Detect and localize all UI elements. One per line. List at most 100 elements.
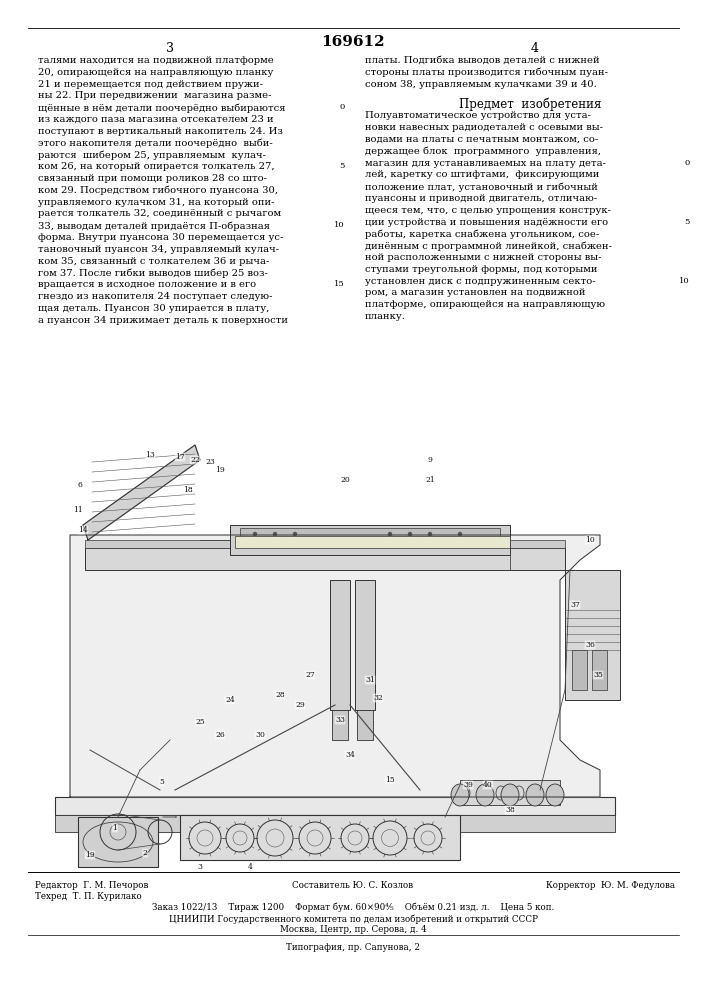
- Text: 25: 25: [195, 718, 205, 726]
- Text: Составитель Ю. С. Козлов: Составитель Ю. С. Козлов: [293, 881, 414, 890]
- Polygon shape: [83, 445, 200, 540]
- Bar: [460, 780, 560, 805]
- Text: форма. Внутри пуансона 30 перемещается ус-: форма. Внутри пуансона 30 перемещается у…: [38, 233, 284, 242]
- Text: 11: 11: [73, 506, 83, 514]
- Text: 0: 0: [340, 103, 345, 111]
- Text: 10: 10: [679, 277, 690, 285]
- Circle shape: [388, 532, 392, 536]
- Text: платы. Подгибка выводов деталей с нижней: платы. Подгибка выводов деталей с нижней: [365, 56, 600, 65]
- Text: Москва, Центр, пр. Серова, д. 4: Москва, Центр, пр. Серова, д. 4: [280, 925, 426, 934]
- Bar: [235, 536, 510, 548]
- Bar: [55, 815, 615, 832]
- Text: Полуавтоматическое устройство для уста-: Полуавтоматическое устройство для уста-: [365, 111, 591, 120]
- Text: 23: 23: [205, 458, 215, 466]
- Bar: [572, 650, 587, 690]
- Circle shape: [293, 532, 297, 536]
- Bar: [332, 710, 348, 740]
- Text: 39: 39: [463, 781, 473, 789]
- Text: гнездо из накопителя 24 поступает следую-: гнездо из накопителя 24 поступает следую…: [38, 292, 272, 301]
- Text: 27: 27: [305, 671, 315, 679]
- Bar: [230, 525, 510, 555]
- Text: вращается в исходное положение и в его: вращается в исходное положение и в его: [38, 280, 256, 289]
- Text: тановочный пуансон 34, управляемый кулач-: тановочный пуансон 34, управляемый кулач…: [38, 245, 279, 254]
- Text: 29: 29: [295, 701, 305, 709]
- Text: щая деталь. Пуансон 30 упирается в плату,: щая деталь. Пуансон 30 упирается в плату…: [38, 304, 269, 313]
- Text: водами на платы с печатным монтажом, со-: водами на платы с печатным монтажом, со-: [365, 135, 598, 144]
- Text: 10: 10: [585, 536, 595, 544]
- Text: держащее блок  программного  управления,: держащее блок программного управления,: [365, 147, 601, 156]
- Text: 26: 26: [215, 731, 225, 739]
- Text: 19: 19: [85, 851, 95, 859]
- Text: 2: 2: [143, 849, 148, 857]
- Text: 1: 1: [112, 824, 117, 832]
- Circle shape: [253, 532, 257, 536]
- Text: 3: 3: [166, 42, 174, 55]
- Text: щееся тем, что, с целью упрощения конструк-: щееся тем, что, с целью упрощения констр…: [365, 206, 611, 215]
- Ellipse shape: [546, 784, 564, 806]
- Text: 5: 5: [684, 218, 690, 226]
- Text: 10: 10: [334, 221, 345, 229]
- Text: 38: 38: [505, 806, 515, 814]
- Text: 28: 28: [275, 691, 285, 699]
- Text: соном 38, управляемым кулачками 39 и 40.: соном 38, управляемым кулачками 39 и 40.: [365, 80, 597, 89]
- Text: раются  шибером 25, управляемым  кулач-: раются шибером 25, управляемым кулач-: [38, 150, 266, 160]
- Text: 4: 4: [247, 863, 252, 871]
- Bar: [565, 570, 620, 700]
- Text: 32: 32: [373, 694, 383, 702]
- Text: 0: 0: [685, 159, 690, 167]
- Circle shape: [458, 532, 462, 536]
- Bar: [240, 528, 500, 540]
- Text: ступами треугольной формы, под которыми: ступами треугольной формы, под которыми: [365, 265, 597, 274]
- Ellipse shape: [451, 784, 469, 806]
- Text: 24: 24: [225, 696, 235, 704]
- Text: этого накопителя детали поочерёдно  выби-: этого накопителя детали поочерёдно выби-: [38, 139, 273, 148]
- Bar: [592, 650, 607, 690]
- Text: гом 37. После гибки выводов шибер 25 воз-: гом 37. После гибки выводов шибер 25 воз…: [38, 268, 268, 278]
- Text: 34: 34: [345, 751, 355, 759]
- Text: Типография, пр. Сапунова, 2: Типография, пр. Сапунова, 2: [286, 943, 420, 952]
- Text: ной расположенными с нижней стороны вы-: ной расположенными с нижней стороны вы-: [365, 253, 602, 262]
- Text: 14: 14: [78, 526, 88, 534]
- Text: управляемого кулачком 31, на который опи-: управляемого кулачком 31, на который опи…: [38, 198, 274, 207]
- Text: 169612: 169612: [321, 35, 385, 49]
- Text: 35: 35: [593, 671, 603, 679]
- Text: Редактор  Г. М. Печоров: Редактор Г. М. Печоров: [35, 881, 148, 890]
- Text: 15: 15: [385, 776, 395, 784]
- Text: лей, каретку со штифтами,  фиксирующими: лей, каретку со штифтами, фиксирующими: [365, 170, 600, 179]
- Text: планку.: планку.: [365, 312, 406, 321]
- Text: а пуансон 34 прижимает деталь к поверхности: а пуансон 34 прижимает деталь к поверхно…: [38, 316, 288, 325]
- Text: Корректор  Ю. М. Федулова: Корректор Ю. М. Федулова: [546, 881, 675, 890]
- Text: платформе, опирающейся на направляющую: платформе, опирающейся на направляющую: [365, 300, 605, 309]
- Text: 33, выводам деталей придаётся П-образная: 33, выводам деталей придаётся П-образная: [38, 221, 270, 231]
- Text: динённым с программной линейкой, снабжен-: динённым с программной линейкой, снабжен…: [365, 241, 612, 251]
- Text: 15: 15: [334, 280, 345, 288]
- Text: ком 35, связанный с толкателем 36 и рыча-: ком 35, связанный с толкателем 36 и рыча…: [38, 257, 269, 266]
- Circle shape: [428, 532, 432, 536]
- Text: 20, опирающейся на направляющую планку: 20, опирающейся на направляющую планку: [38, 68, 274, 77]
- Text: ром, а магазин установлен на подвижной: ром, а магазин установлен на подвижной: [365, 288, 585, 297]
- Circle shape: [408, 532, 412, 536]
- Text: 18: 18: [183, 486, 193, 494]
- Text: 5: 5: [160, 778, 165, 786]
- Text: рается толкатель 32, соединённый с рычагом: рается толкатель 32, соединённый с рычаг…: [38, 209, 281, 218]
- Polygon shape: [70, 535, 600, 797]
- Text: 31: 31: [365, 676, 375, 684]
- Text: положение плат, установочный и гибочный: положение плат, установочный и гибочный: [365, 182, 598, 192]
- Text: щённые в нём детали поочерёдно выбираются: щённые в нём детали поочерёдно выбираютс…: [38, 103, 286, 113]
- Text: ции устройства и повышения надёжности его: ции устройства и повышения надёжности ег…: [365, 218, 608, 227]
- Ellipse shape: [526, 784, 544, 806]
- Bar: [180, 815, 460, 860]
- Text: 30: 30: [255, 731, 265, 739]
- Text: 3: 3: [197, 863, 202, 871]
- Text: талями находится на подвижной платформе: талями находится на подвижной платформе: [38, 56, 274, 65]
- Text: ЦНИИПИ Государственного комитета по делам изобретений и открытий СССР: ЦНИИПИ Государственного комитета по дела…: [168, 914, 537, 924]
- Text: связанный при помощи роликов 28 со што-: связанный при помощи роликов 28 со што-: [38, 174, 267, 183]
- Text: Заказ 1022/13    Тираж 1200    Формат бум. 60×90⅘    Объём 0.21 изд. л.    Цена : Заказ 1022/13 Тираж 1200 Формат бум. 60×…: [152, 903, 554, 912]
- Text: ком 26, на который опирается толкатель 27,: ком 26, на который опирается толкатель 2…: [38, 162, 274, 171]
- Bar: [85, 548, 565, 570]
- Text: Техред  Т. П. Курилако: Техред Т. П. Курилако: [35, 892, 141, 901]
- Text: из каждого паза магазина отсекателем 23 и: из каждого паза магазина отсекателем 23 …: [38, 115, 274, 124]
- Bar: [357, 710, 373, 740]
- Text: поступают в вертикальный накопитель 24. Из: поступают в вертикальный накопитель 24. …: [38, 127, 283, 136]
- Text: 5: 5: [339, 162, 345, 170]
